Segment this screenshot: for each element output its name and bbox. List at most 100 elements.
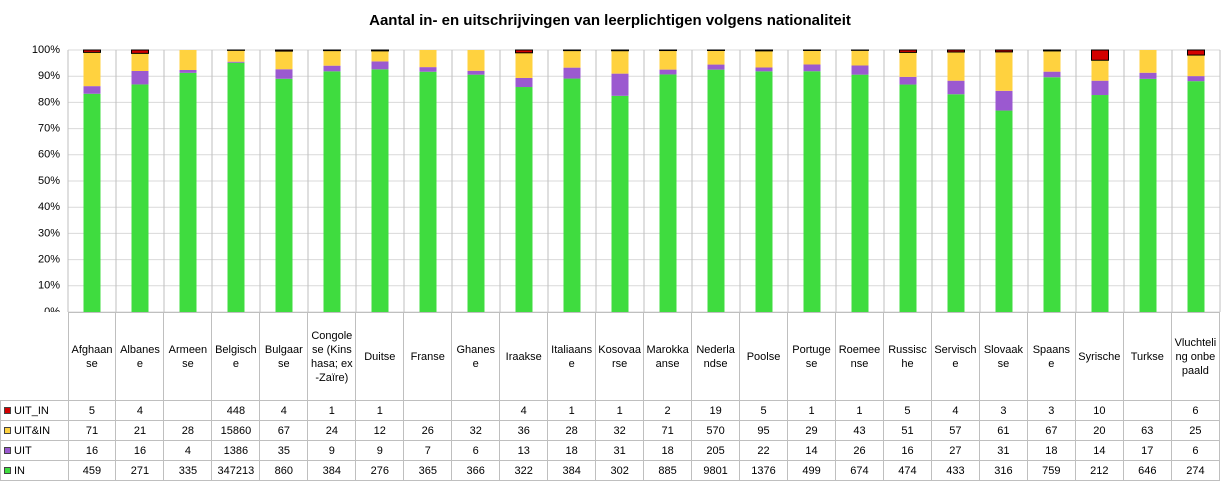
data-cell: 4 (259, 400, 309, 421)
data-cell: 347213 (211, 460, 261, 481)
bar-segment (131, 53, 149, 71)
data-cell: 13 (499, 440, 549, 461)
bar-segment (755, 49, 773, 52)
chart: Aantal in- en uitschrijvingen van leerpl… (32, 12, 1221, 312)
bar-segment (467, 74, 485, 312)
data-cell: 27 (930, 440, 980, 461)
data-cell: 9 (355, 440, 405, 461)
bar-segment (1091, 95, 1109, 312)
y-tick-label: 70% (38, 123, 60, 135)
legend-entry: UIT&IN (0, 420, 69, 441)
bar-segment (1043, 71, 1061, 78)
bar-segment (83, 86, 101, 94)
bar-segment (947, 94, 965, 312)
data-cell: 61 (978, 420, 1028, 441)
bar-segment (659, 50, 677, 70)
empty-cell (403, 400, 453, 421)
series-row: UIT_IN 5 4 448 4 1 1 4 1 1 2 19 5 1 1 5 4 3 3 10 6 (0, 400, 1221, 421)
bar-segment (1043, 49, 1061, 52)
bar-segment (899, 49, 917, 53)
bar-segment (899, 76, 917, 85)
bar-segment (563, 49, 581, 52)
data-cell: 14 (1074, 440, 1124, 461)
legend-entry: IN (0, 460, 69, 481)
data-cell: 1 (355, 400, 405, 421)
legend-key (4, 466, 11, 474)
bar-segment (851, 74, 869, 312)
data-cell: 384 (307, 460, 357, 481)
bar-segment (611, 49, 629, 52)
bar-segment (755, 71, 773, 312)
bar-segment (83, 52, 101, 87)
category-label: Turkse (1122, 312, 1172, 401)
data-cell: 15860 (211, 420, 261, 441)
data-cell: 384 (547, 460, 597, 481)
bar-segment (1043, 77, 1061, 312)
bar-segment (1187, 81, 1205, 312)
series-row: UIT 16 16 4 1386 35 9 9 7 6 13 18 31 18 205 22 14 26 16 27 3… (0, 440, 1221, 461)
chart-title: Aantal in- en uitschrijvingen van leerpl… (369, 12, 851, 29)
data-cell: 366 (451, 460, 501, 481)
bar-segment (179, 50, 197, 70)
category-label: Portugese (787, 312, 836, 401)
category-label: Afghaanse (67, 312, 117, 401)
category-label: Franse (403, 312, 453, 401)
bar-segment (563, 78, 581, 312)
category-label: Vluchteling onbepaald (1170, 312, 1221, 401)
data-cell: 9801 (691, 460, 741, 481)
series-row: IN 459 271 335 347213 860 384 276 365 366 322 384 30… (0, 460, 1221, 481)
bar-segment (611, 95, 629, 312)
data-cell: 274 (1170, 460, 1221, 481)
data-cell: 14 (787, 440, 836, 461)
bar-segment (803, 50, 821, 65)
data-cell: 6 (1170, 440, 1221, 461)
data-table: Afghaanse Albanese Armeense Belgische Bulgaa… (0, 312, 1221, 481)
data-cell: 4 (115, 400, 165, 421)
category-label: Servische (930, 312, 980, 401)
data-cell: 365 (403, 460, 453, 481)
category-label: Bulgaarse (259, 312, 309, 401)
data-cell: 5 (67, 400, 117, 421)
data-cell: 433 (930, 460, 980, 481)
data-cell: 1 (547, 400, 597, 421)
y-tick-label: 30% (38, 227, 60, 239)
bar-segment (851, 50, 869, 66)
data-cell: 7 (403, 440, 453, 461)
data-cell: 16 (115, 440, 165, 461)
data-cell: 63 (1122, 420, 1172, 441)
bar-segment (1187, 76, 1205, 82)
y-tick-label: 80% (38, 96, 60, 108)
category-label: Armeense (163, 312, 213, 401)
data-cell: 22 (739, 440, 789, 461)
data-cell: 335 (163, 460, 213, 481)
bar-segment (995, 49, 1013, 53)
bar-segment (947, 49, 965, 53)
bar-segment (515, 49, 533, 54)
bar-segment (131, 70, 149, 85)
bar-segment (323, 71, 341, 312)
data-cell: 9 (307, 440, 357, 461)
data-cell: 316 (978, 460, 1028, 481)
data-cell: 1 (595, 400, 645, 421)
bar-segment (515, 52, 533, 78)
category-label: Kosovaarse (595, 312, 645, 401)
legend-key (4, 446, 11, 454)
legend-label: UIT (14, 444, 32, 457)
bar-segment (659, 49, 677, 52)
data-cell: 3 (1026, 400, 1076, 421)
data-cell: 212 (1074, 460, 1124, 481)
legend-label: UIT&IN (14, 424, 51, 437)
data-cell: 1 (787, 400, 836, 421)
legend-key (4, 426, 11, 434)
data-cell: 12 (355, 420, 405, 441)
data-cell: 32 (595, 420, 645, 441)
bar-segment (275, 49, 293, 52)
data-cell: 459 (67, 460, 117, 481)
category-label: Albanese (115, 312, 165, 401)
bar-segment (563, 67, 581, 79)
data-cell: 4 (163, 440, 213, 461)
bar-segment (227, 62, 245, 312)
data-cell: 499 (787, 460, 836, 481)
data-cell: 1376 (739, 460, 789, 481)
